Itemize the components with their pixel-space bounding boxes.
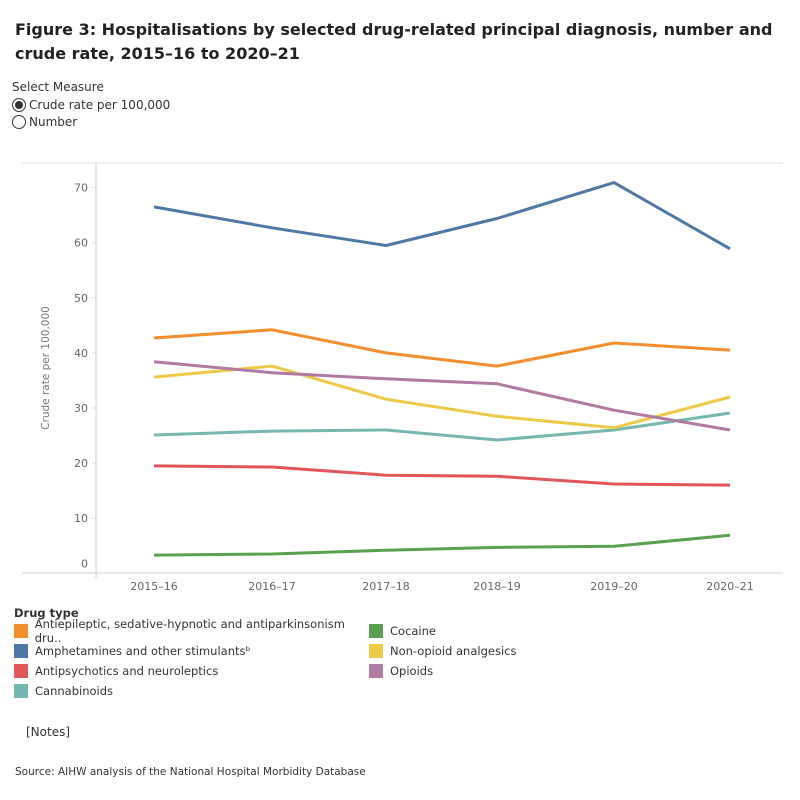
legend-swatch bbox=[14, 664, 28, 678]
y-tick-label: 60 bbox=[74, 237, 88, 250]
x-tick-label: 2019–20 bbox=[590, 580, 638, 593]
legend-title: Drug type bbox=[14, 606, 79, 620]
legend-label: Amphetamines and other stimulantsᵇ bbox=[35, 644, 251, 658]
x-tick-label: 2020–21 bbox=[706, 580, 754, 593]
legend-item-cocaine[interactable]: Cocaine bbox=[369, 624, 569, 638]
y-tick-label: 0 bbox=[81, 557, 88, 570]
legend-label: Cannabinoids bbox=[35, 684, 114, 698]
measure-option-number[interactable]: Number bbox=[12, 113, 170, 130]
legend-swatch bbox=[14, 624, 28, 638]
y-tick-label: 70 bbox=[74, 182, 88, 195]
legend-swatch bbox=[369, 664, 383, 678]
legend-swatch bbox=[369, 624, 383, 638]
y-axis-title: Crude rate per 100,000 bbox=[40, 306, 52, 430]
option-label: Crude rate per 100,000 bbox=[29, 97, 171, 112]
x-tick-label: 2016–17 bbox=[248, 580, 296, 593]
notes-link[interactable]: [Notes] bbox=[26, 725, 71, 739]
legend-item-antiepileptic[interactable]: Antiepileptic, sedative-hypnotic and ant… bbox=[14, 617, 369, 645]
legend-label: Antiepileptic, sedative-hypnotic and ant… bbox=[34, 617, 345, 645]
y-tick-label: 50 bbox=[74, 292, 88, 305]
y-tick-label: 40 bbox=[74, 347, 88, 360]
x-tick-label: 2017–18 bbox=[362, 580, 410, 593]
y-tick-label: 30 bbox=[74, 402, 88, 415]
legend: Drug type Antiepileptic, sedative-hypnot… bbox=[14, 606, 569, 698]
legend-swatch bbox=[369, 644, 383, 658]
line-chart: 0 10 20 30 40 50 60 70 Crude rate per 100,000 201… bbox=[22, 162, 783, 593]
measure-selector: Select Measure Crude rate per 100,000 Nu… bbox=[12, 80, 170, 130]
legend-swatch bbox=[14, 644, 28, 658]
series-line-antipsychotics bbox=[153, 464, 731, 487]
measure-label: Select Measure bbox=[12, 80, 104, 94]
chart-title: Figure 3: Hospitalisations by selected d… bbox=[15, 20, 773, 63]
option-label: Number bbox=[29, 114, 78, 129]
legend-label: Opioids bbox=[390, 664, 434, 678]
legend-item-antipsychotics[interactable]: Antipsychotics and neuroleptics bbox=[14, 664, 369, 678]
series-line-amphetamines bbox=[153, 181, 731, 251]
radio-selected-icon[interactable] bbox=[12, 97, 26, 112]
series-line-opioids bbox=[153, 360, 731, 432]
y-tick-label: 20 bbox=[74, 457, 88, 470]
legend-label: Non-opioid analgesics bbox=[390, 644, 517, 658]
measure-option-crude-rate[interactable]: Crude rate per 100,000 bbox=[12, 96, 170, 113]
source-note: Source: AIHW analysis of the National Ho… bbox=[15, 766, 366, 778]
legend-item-opioids[interactable]: Opioids bbox=[369, 664, 569, 678]
series-line-cocaine bbox=[153, 533, 731, 557]
legend-swatch bbox=[14, 684, 28, 698]
x-tick-label: 2018–19 bbox=[473, 580, 521, 593]
radio-unselected-icon[interactable] bbox=[12, 114, 26, 129]
legend-item-amphetamines[interactable]: Amphetamines and other stimulantsᵇ bbox=[14, 644, 369, 658]
series-line-cannabinoids bbox=[153, 411, 731, 442]
series-line-antiepileptic bbox=[153, 328, 731, 368]
y-tick-label: 10 bbox=[74, 512, 88, 525]
series-line-non-opioid bbox=[153, 364, 731, 430]
x-tick-label: 2015–16 bbox=[130, 580, 178, 593]
legend-item-cannabinoids[interactable]: Cannabinoids bbox=[14, 684, 369, 698]
legend-item-non-opioid[interactable]: Non-opioid analgesics bbox=[369, 644, 569, 658]
legend-label: Antipsychotics and neuroleptics bbox=[35, 664, 219, 678]
legend-label: Cocaine bbox=[390, 624, 436, 638]
